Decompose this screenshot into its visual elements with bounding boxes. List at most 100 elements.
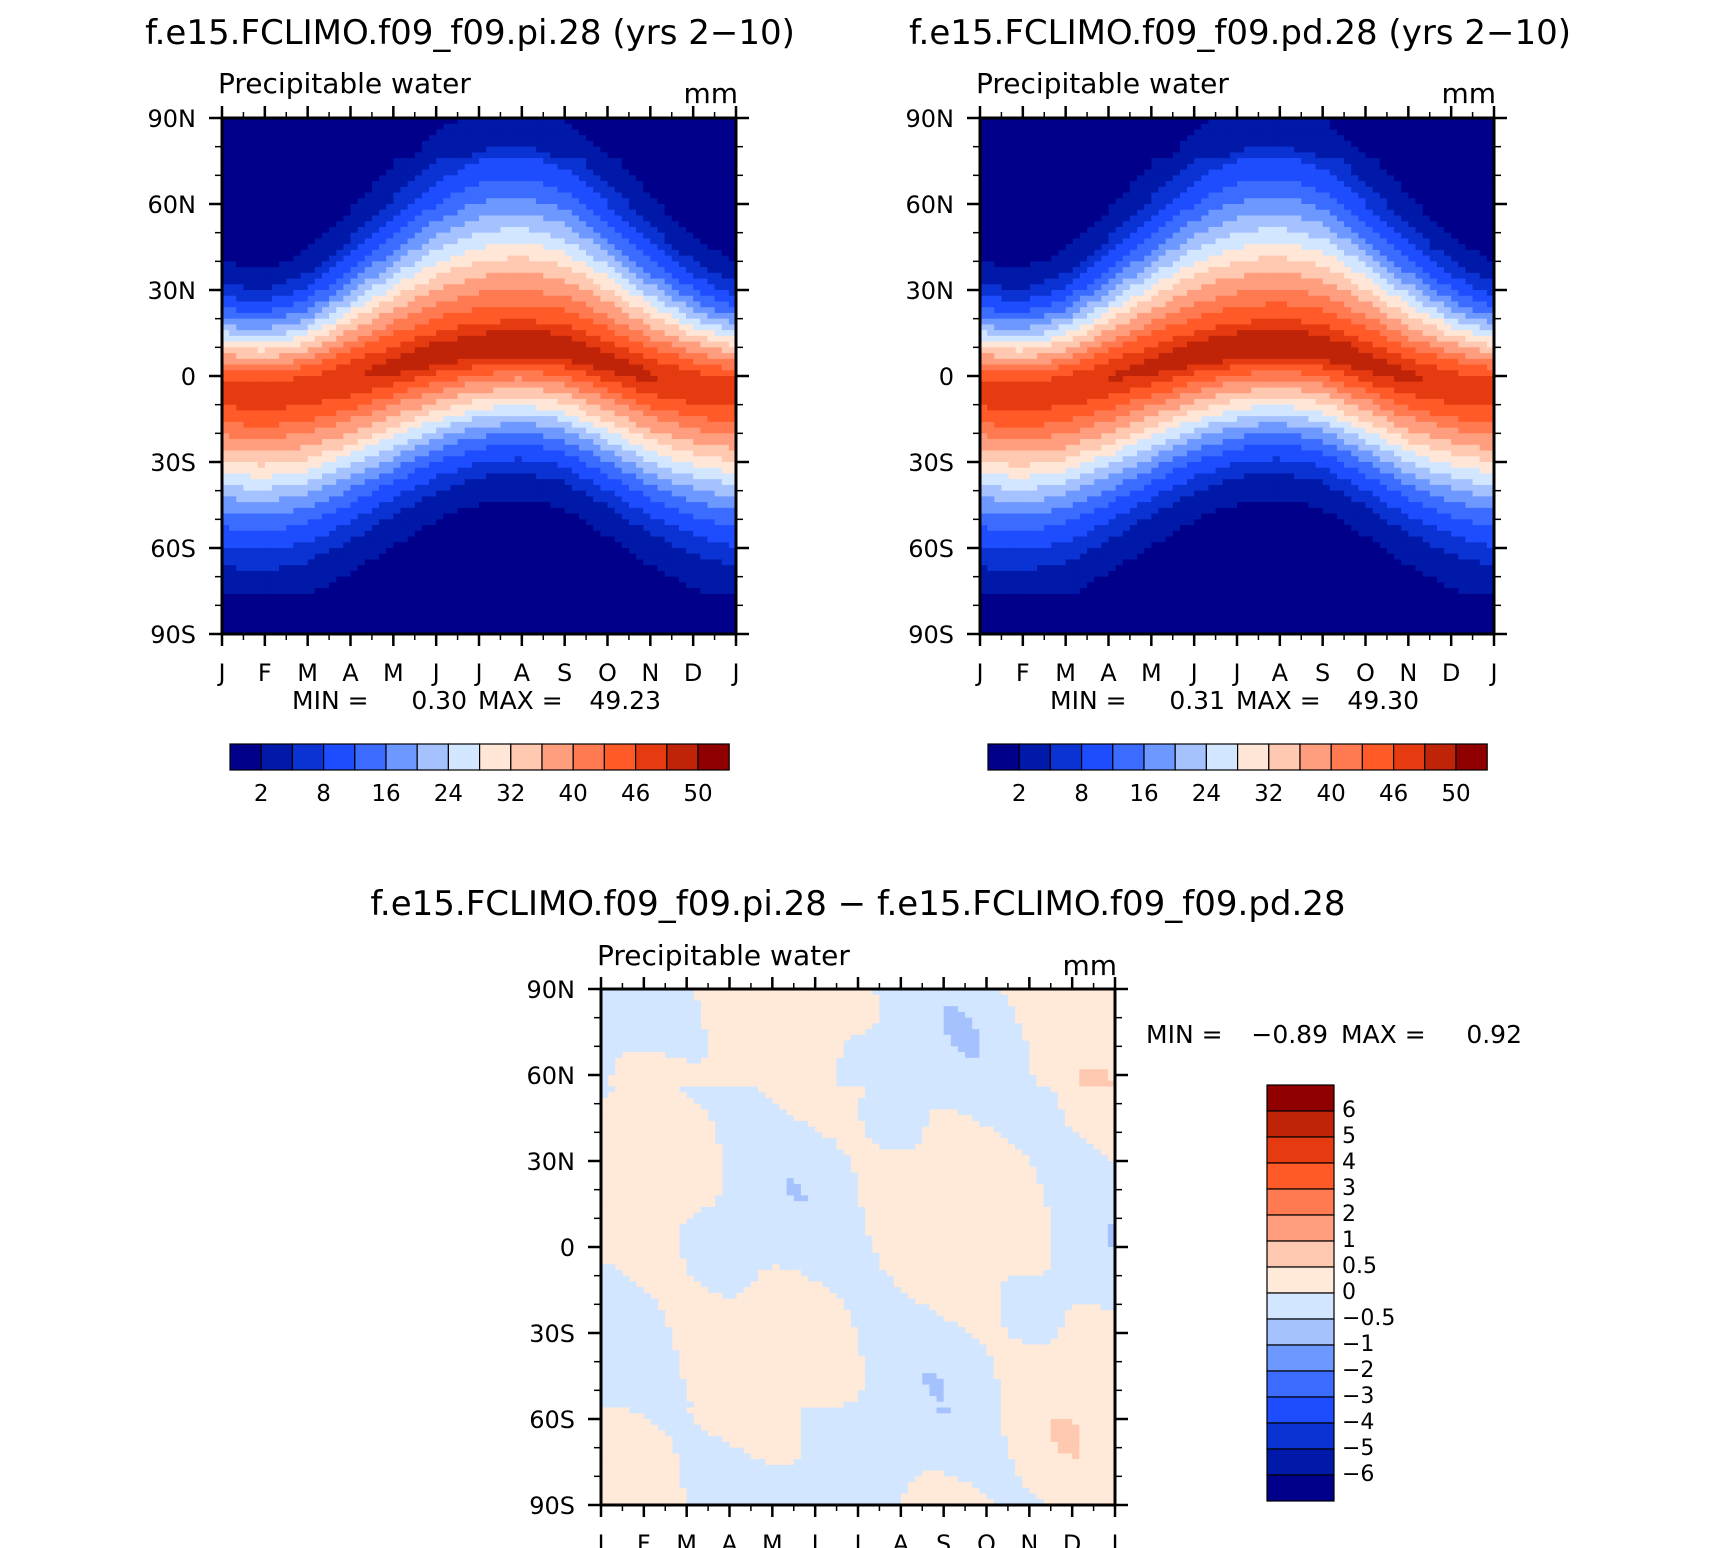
heatmap-cell bbox=[464, 278, 473, 285]
heatmap-cell bbox=[257, 444, 266, 452]
heatmap-cell bbox=[271, 370, 280, 377]
heatmap-cell bbox=[293, 169, 302, 176]
heatmap-cell bbox=[536, 484, 544, 492]
heatmap-cell bbox=[521, 238, 530, 245]
heatmap-cell bbox=[414, 462, 423, 469]
heatmap-cell bbox=[693, 502, 701, 509]
heatmap-cell bbox=[314, 307, 323, 314]
heatmap-cell bbox=[550, 393, 559, 400]
heatmap-cell bbox=[471, 462, 480, 469]
heatmap-cell bbox=[607, 278, 616, 285]
heatmap-cell bbox=[414, 249, 423, 257]
heatmap-cell bbox=[521, 410, 530, 417]
heatmap-cell bbox=[643, 318, 651, 325]
heatmap-cell bbox=[714, 186, 723, 194]
heatmap-cell bbox=[257, 272, 266, 280]
heatmap-cell bbox=[507, 467, 516, 475]
heatmap-cell bbox=[550, 204, 559, 211]
heatmap-cell bbox=[350, 118, 359, 125]
heatmap-cell bbox=[486, 347, 494, 354]
heatmap-cell bbox=[507, 318, 516, 325]
heatmap-cell bbox=[314, 278, 323, 285]
heatmap-cell bbox=[357, 450, 366, 457]
heatmap-cell bbox=[279, 404, 287, 411]
heatmap-cell bbox=[479, 484, 487, 492]
heatmap-cell bbox=[321, 135, 330, 142]
heatmap-cell bbox=[464, 181, 473, 188]
heatmap-cell bbox=[407, 324, 416, 331]
heatmap-cell bbox=[436, 398, 444, 406]
heatmap-cell bbox=[571, 284, 580, 291]
heatmap-cell bbox=[279, 444, 287, 452]
heatmap-cell bbox=[279, 301, 287, 308]
heatmap-cell bbox=[671, 398, 680, 406]
heatmap-cell bbox=[407, 341, 416, 348]
heatmap-cell bbox=[493, 163, 502, 171]
heatmap-cell bbox=[500, 261, 509, 268]
heatmap-cell bbox=[343, 335, 352, 343]
heatmap-cell bbox=[329, 284, 337, 291]
heatmap-cell bbox=[593, 479, 601, 486]
heatmap-cell bbox=[479, 215, 487, 222]
heatmap-cell bbox=[493, 267, 502, 274]
heatmap-cell bbox=[600, 175, 609, 182]
heatmap-cell bbox=[386, 387, 394, 394]
heatmap-cell bbox=[393, 175, 402, 182]
heatmap-cell bbox=[671, 462, 680, 469]
heatmap-cell bbox=[250, 301, 259, 308]
heatmap-cell bbox=[364, 209, 373, 217]
heatmap-cell bbox=[671, 244, 680, 251]
heatmap-cell bbox=[664, 129, 673, 136]
heatmap-cell bbox=[564, 318, 573, 325]
heatmap-cell bbox=[329, 421, 337, 429]
heatmap-cell bbox=[600, 444, 609, 452]
heatmap-cell bbox=[336, 226, 344, 234]
heatmap-cell bbox=[457, 341, 466, 348]
heatmap-cell bbox=[336, 484, 344, 492]
heatmap-cell bbox=[357, 181, 366, 188]
heatmap-cell bbox=[593, 427, 601, 434]
heatmap-cell bbox=[257, 301, 266, 308]
heatmap-cell bbox=[271, 502, 280, 509]
heatmap-cell bbox=[479, 462, 487, 469]
heatmap-cell bbox=[300, 181, 309, 188]
heatmap-cell bbox=[636, 267, 644, 274]
heatmap-cell bbox=[407, 479, 416, 486]
heatmap-cell bbox=[578, 393, 587, 400]
heatmap-cell bbox=[336, 186, 344, 194]
heatmap-cell bbox=[571, 439, 580, 446]
heatmap-cell bbox=[664, 140, 673, 148]
heatmap-cell bbox=[578, 318, 587, 325]
heatmap-cell bbox=[607, 290, 616, 297]
heatmap-cell bbox=[257, 158, 266, 165]
heatmap-cell bbox=[507, 204, 516, 211]
heatmap-cell bbox=[721, 507, 730, 515]
heatmap-cell bbox=[479, 272, 487, 280]
heatmap-cell bbox=[550, 135, 559, 142]
heatmap-cell bbox=[607, 398, 616, 406]
heatmap-cell bbox=[621, 490, 630, 497]
heatmap-cell bbox=[457, 181, 466, 188]
heatmap-cell bbox=[293, 370, 302, 377]
heatmap-cell bbox=[536, 135, 544, 142]
heatmap-cell bbox=[450, 163, 459, 171]
heatmap-cell bbox=[329, 490, 337, 497]
heatmap-cell bbox=[550, 123, 559, 131]
heatmap-cell bbox=[664, 387, 673, 394]
heatmap-cell bbox=[364, 341, 373, 348]
heatmap-cell bbox=[543, 215, 551, 222]
heatmap-cell bbox=[257, 312, 266, 320]
heatmap-cell bbox=[371, 307, 380, 314]
heatmap-cell bbox=[707, 484, 716, 492]
heatmap-cell bbox=[514, 232, 523, 239]
heatmap-cell bbox=[571, 335, 580, 343]
heatmap-cell bbox=[357, 421, 366, 429]
heatmap-cell bbox=[364, 244, 373, 251]
heatmap-cell bbox=[257, 513, 266, 520]
heatmap-cell bbox=[314, 347, 323, 354]
heatmap-cell bbox=[314, 513, 323, 520]
heatmap-cell bbox=[243, 249, 252, 257]
heatmap-cell bbox=[250, 467, 259, 475]
heatmap-cell bbox=[321, 433, 330, 440]
heatmap-cell bbox=[593, 387, 601, 394]
